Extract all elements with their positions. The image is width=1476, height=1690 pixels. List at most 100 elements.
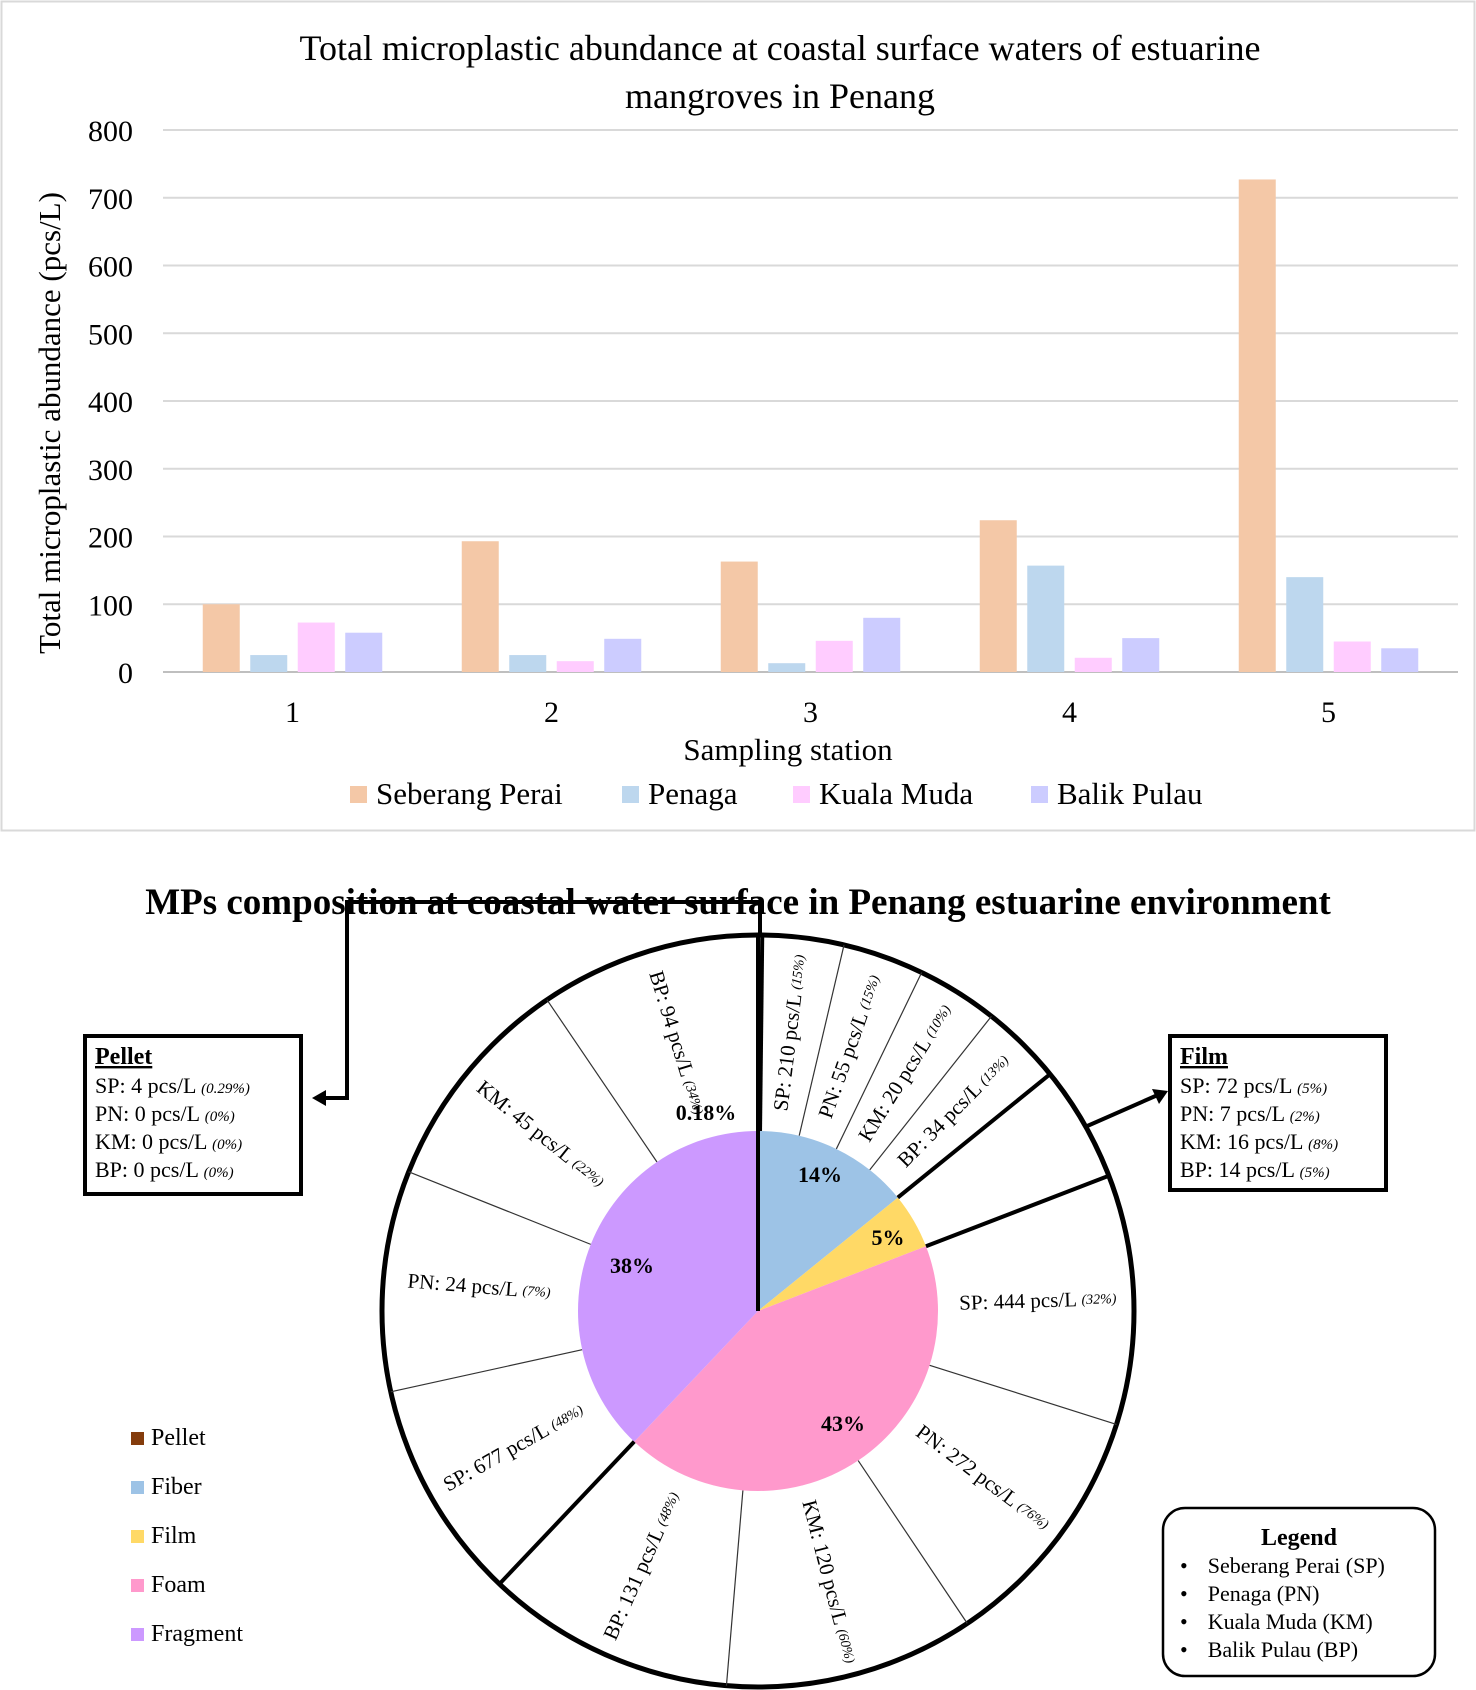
pellet-callout-box: Pellet SP: 4 pcs/L (0.29%) PN: 0 pcs/L (…	[83, 1034, 303, 1196]
bar-kuala-muda-station-4	[1074, 657, 1112, 672]
pie-percent-label-fiber: 14%	[798, 1162, 842, 1187]
pie-percent-label-film: 5%	[872, 1225, 905, 1250]
bar-penaga-station-2	[509, 655, 547, 672]
legend-swatch-seberang-perai	[350, 786, 367, 803]
pie-chart: MPs composition at coastal water surface…	[83, 882, 1437, 1690]
pie-slice-film	[758, 1197, 926, 1311]
bar-penaga-station-1	[250, 655, 288, 672]
y-tick-label-0: 0	[118, 657, 133, 690]
group-border-fragment	[497, 1440, 636, 1586]
pie-legend-label-foam: Foam	[151, 1572, 206, 1598]
pie-percent-label-pellet: 0.18%	[676, 1100, 737, 1125]
pellet-callout-title: Pellet	[95, 1044, 152, 1070]
y-tick-label-500: 500	[88, 318, 133, 351]
y-tick-label-700: 700	[88, 183, 133, 216]
pellet-callout-line-pn: PN: 0 pcs/L (0%)	[95, 1101, 235, 1126]
legend-swatch-kuala-muda	[793, 786, 810, 803]
x-tick-label-4: 4	[1062, 696, 1077, 729]
group-borders	[497, 935, 1110, 1586]
ring-dividers	[390, 944, 1117, 1686]
film-callout-line-pn: PN: 7 pcs/L (2%)	[1180, 1101, 1320, 1126]
ring-divider-foam-2	[857, 1460, 968, 1624]
film-callout-line-bp: BP: 14 pcs/L (5%)	[1180, 1157, 1330, 1182]
film-callout-line-km: KM: 16 pcs/L (8%)	[1180, 1129, 1338, 1154]
group-border-foam	[925, 1173, 1110, 1249]
ring-divider-foam-1	[929, 1364, 1117, 1425]
pie-legend-swatch-fiber	[131, 1481, 144, 1494]
film-callout-box: Film SP: 72 pcs/L (5%) PN: 7 pcs/L (2%) …	[1168, 1034, 1388, 1192]
site-legend-title: Legend	[1261, 1525, 1338, 1551]
bar-balik-pulau-station-5	[1381, 648, 1419, 672]
ring-label-percent: (7%)	[522, 1284, 551, 1301]
pie-legend-swatch-pellet	[131, 1432, 144, 1445]
y-tick-label-300: 300	[88, 454, 133, 487]
legend-label-seberang-perai: Seberang Perai	[376, 776, 563, 811]
y-tick-label-600: 600	[88, 251, 133, 284]
site-legend-box: Legend • Seberang Perai (SP) • Penaga (PN)…	[1161, 1506, 1437, 1678]
bar-kuala-muda-station-3	[815, 640, 853, 672]
ring-divider-fiber-1	[798, 944, 845, 1136]
x-axis-ticks: 1 2 3 4 5	[285, 696, 1336, 729]
legend-label-penaga: Penaga	[648, 776, 738, 811]
bar-penaga-station-4	[1027, 565, 1065, 672]
bar-seberang-perai-station-4	[979, 520, 1017, 672]
bar-kuala-muda-station-1	[297, 622, 335, 672]
ring-label-foam-sp: SP: 444 pcs/L (32%)	[959, 1286, 1117, 1315]
ring-label-percent: (32%)	[1081, 1292, 1117, 1308]
pie-legend-label-fiber: Fiber	[151, 1474, 202, 1500]
pie-legend-label-fragment: Fragment	[151, 1621, 243, 1647]
pellet-callout-line-bp: BP: 0 pcs/L (0%)	[95, 1157, 234, 1182]
ring-divider-fiber-2	[835, 972, 923, 1150]
pie-slice-fragment	[577, 1131, 758, 1442]
film-callout-title: Film	[1180, 1044, 1228, 1070]
ring-divider-fragment-2	[408, 1171, 592, 1245]
pie-legend-swatch-fragment	[131, 1628, 144, 1641]
bar-seberang-perai-station-1	[202, 604, 240, 672]
legend-label-balik-pulau: Balik Pulau	[1057, 776, 1203, 811]
bar-balik-pulau-station-3	[863, 617, 901, 672]
bar-chart: Total microplastic abundance at coastal …	[0, 0, 1476, 832]
x-tick-label-2: 2	[544, 696, 559, 729]
ring-divider-fragment-1	[390, 1349, 583, 1393]
film-callout-arrow	[1084, 1092, 1161, 1129]
pie-legend-swatch-foam	[131, 1579, 144, 1592]
site-legend-item-km: • Kuala Muda (KM)	[1180, 1609, 1373, 1634]
x-tick-label-3: 3	[803, 696, 818, 729]
film-callout-line-sp: SP: 72 pcs/L (5%)	[1180, 1073, 1327, 1098]
y-axis-ticks: 0 100 200 300 400 500 600 700 800	[88, 115, 133, 690]
bar-balik-pulau-station-1	[345, 632, 383, 672]
group-border-film	[896, 1072, 1052, 1200]
site-legend-item-sp: • Seberang Perai (SP)	[1180, 1553, 1385, 1578]
pie-percent-label-fragment: 38%	[610, 1253, 654, 1278]
bar-chart-title-line-2: mangroves in Penang	[625, 76, 935, 116]
bar-penaga-station-3	[768, 663, 806, 672]
group-border-fiber	[758, 935, 765, 1132]
pellet-callout-arrow	[322, 900, 762, 1100]
bar-balik-pulau-station-2	[604, 638, 642, 672]
bar-kuala-muda-station-5	[1333, 641, 1371, 672]
y-tick-label-800: 800	[88, 115, 133, 148]
ring-divider-fragment-3	[546, 999, 658, 1163]
pie-slice-foam	[634, 1246, 939, 1492]
x-axis-label: Sampling station	[683, 732, 893, 767]
x-tick-label-5: 5	[1321, 696, 1336, 729]
y-tick-label-400: 400	[88, 386, 133, 419]
x-tick-label-1: 1	[285, 696, 300, 729]
ring-label-value: SP: 444 pcs/L	[959, 1287, 1082, 1315]
ring-label-percent: (15%)	[789, 954, 808, 991]
ring-divider-foam-3	[725, 1490, 744, 1686]
pellet-callout-line-sp: SP: 4 pcs/L (0.29%)	[95, 1073, 250, 1098]
film-callout-arrowhead	[1152, 1089, 1168, 1104]
ring-divider-fiber-3	[869, 1015, 992, 1171]
pie-category-legend: Pellet Fiber Film Foam Fragment	[131, 1425, 243, 1647]
legend-swatch-balik-pulau	[1031, 786, 1048, 803]
bar-seberang-perai-station-2	[461, 541, 499, 672]
bar-balik-pulau-station-4	[1122, 638, 1160, 672]
legend-label-kuala-muda: Kuala Muda	[819, 776, 973, 811]
pie-slices	[577, 1131, 939, 1492]
y-tick-label-100: 100	[88, 589, 133, 622]
bar-seberang-perai-station-3	[720, 561, 758, 672]
legend-swatch-penaga	[622, 786, 639, 803]
pie-slice-fiber	[758, 1131, 898, 1311]
pellet-callout-line-km: KM: 0 pcs/L (0%)	[95, 1129, 242, 1154]
